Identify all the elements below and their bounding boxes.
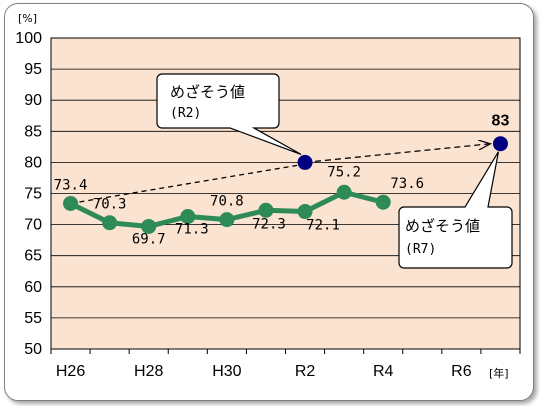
x-tick-label: H28: [134, 363, 163, 380]
data-point: [297, 204, 313, 220]
data-label: 71.3: [175, 222, 209, 238]
data-label: 73.6: [390, 176, 424, 192]
axes: 50 55 60 65 70 75 80 85 90 95 100 H26 H28 H30 R2 R4 R6: [15, 30, 521, 380]
callout-box-r2: [156, 73, 302, 155]
callout-label-r2: めざそう値: [170, 83, 245, 101]
y-tick-label: 60: [24, 279, 42, 296]
target-point: [492, 136, 508, 152]
x-axis-unit: [年]: [489, 366, 509, 380]
x-tick-label: H30: [212, 363, 241, 380]
y-tick-label: 95: [24, 61, 42, 78]
x-tick-label: R4: [373, 363, 394, 380]
data-label: 72.3: [252, 216, 286, 232]
data-point: [375, 194, 391, 210]
target-point: [297, 154, 313, 170]
callout-box-r7: [398, 151, 513, 269]
target-trend-arrows: [70, 144, 491, 205]
data-point: [219, 212, 235, 228]
series-line: [63, 184, 391, 234]
target-points: 83: [297, 113, 510, 170]
data-point: [141, 218, 157, 234]
y-tick-label: 70: [24, 217, 42, 234]
y-tick-label: 100: [15, 30, 42, 47]
callout-sub-r2: (R2): [170, 106, 201, 121]
y-axis-unit: [%]: [18, 12, 37, 25]
y-tick-label: 50: [24, 341, 42, 358]
data-labels: 73.4 70.3 69.7 71.370.8 72.3 72.1 75.2 73.6: [54, 164, 424, 247]
callouts: めざそう値 (R2) めざそう値 (R7): [156, 73, 513, 269]
callout-label-r7: めざそう値: [405, 217, 480, 235]
y-tick-label: 85: [24, 123, 42, 140]
callout-sub-r7: (R7): [405, 242, 436, 257]
data-label: 72.1: [306, 218, 340, 234]
y-tick-label: 80: [24, 154, 42, 171]
y-tick-label: 55: [24, 310, 42, 327]
y-tick-label: 75: [24, 186, 42, 203]
data-point: [102, 215, 118, 231]
y-tick-label: 65: [24, 248, 42, 265]
data-point: [180, 209, 196, 225]
data-label: 73.4: [54, 177, 88, 193]
y-tick-label: 90: [24, 92, 42, 109]
data-label: 69.7: [132, 231, 166, 247]
x-tick-label: R6: [451, 363, 472, 380]
data-label: 70.3: [93, 197, 127, 213]
trend-arrow-r2: [70, 164, 298, 205]
data-label: 75.2: [327, 164, 361, 180]
data-point: [63, 195, 79, 211]
data-point: [336, 184, 352, 200]
x-tick-label: R2: [295, 363, 316, 380]
data-label: 70.8: [210, 194, 244, 210]
target-value-label: 83: [492, 113, 510, 130]
x-tick-label: H26: [56, 363, 85, 380]
data-point: [258, 202, 274, 218]
